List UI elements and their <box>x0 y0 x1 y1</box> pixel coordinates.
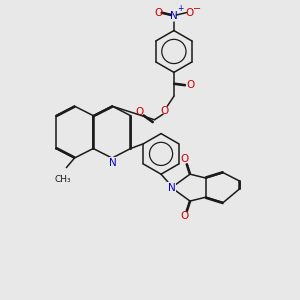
Text: O: O <box>185 8 194 18</box>
Text: −: − <box>193 4 201 14</box>
Text: CH₃: CH₃ <box>54 175 71 184</box>
Text: O: O <box>181 154 189 164</box>
Text: N: N <box>168 183 176 193</box>
Text: O: O <box>154 8 163 18</box>
Text: O: O <box>161 106 169 116</box>
Text: N: N <box>170 11 178 21</box>
Text: +: + <box>177 4 184 13</box>
Text: O: O <box>136 107 144 117</box>
Text: N: N <box>110 158 117 167</box>
Text: O: O <box>187 80 195 90</box>
Text: O: O <box>181 211 189 221</box>
